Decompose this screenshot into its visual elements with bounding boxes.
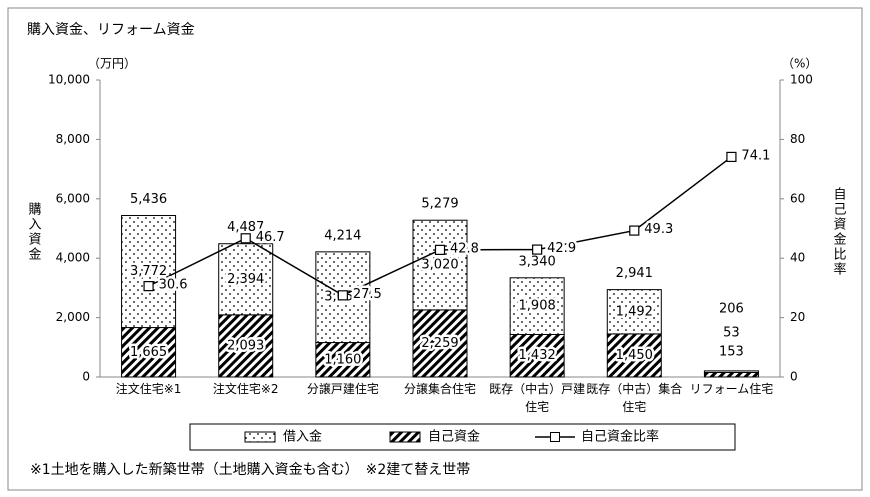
legend-marker bbox=[550, 432, 560, 442]
legend-swatch bbox=[244, 431, 276, 443]
y-tick-label: 8,000 bbox=[56, 132, 90, 146]
legend bbox=[189, 423, 736, 451]
x-tick-label: 注文住宅※1 bbox=[115, 382, 182, 396]
ratio-label: 42.9 bbox=[547, 241, 576, 256]
x-tick-label: リフォーム住宅 bbox=[689, 382, 774, 396]
y-tick-label: 2,000 bbox=[56, 310, 90, 324]
value-label: 3,020 bbox=[421, 258, 458, 273]
ratio-label: 27.5 bbox=[353, 287, 382, 302]
value-label: 1,492 bbox=[616, 304, 653, 319]
total-label: 2,941 bbox=[616, 266, 653, 281]
value-label: 1,160 bbox=[324, 352, 361, 367]
x-tick-label: 分譲戸建住宅 bbox=[306, 382, 379, 396]
value-label: 2,394 bbox=[227, 272, 264, 287]
value-label: 2,093 bbox=[227, 338, 264, 353]
bar-segment bbox=[218, 243, 274, 316]
ratio-marker bbox=[629, 225, 640, 236]
ratio-label: 42.8 bbox=[450, 241, 479, 256]
x-tick-label-box: 分譲集合住宅 bbox=[403, 382, 476, 396]
y2-axis-title: 自己資金比率 bbox=[831, 187, 847, 277]
y2-tick-label: 80 bbox=[790, 132, 805, 146]
y-tick-label: 0 bbox=[82, 370, 90, 384]
y-axis-title: 購入資金 bbox=[26, 202, 42, 262]
ratio-marker bbox=[532, 244, 543, 255]
ratio-label: 49.3 bbox=[644, 222, 673, 237]
ratio-marker bbox=[240, 233, 251, 244]
ratio-label: 74.1 bbox=[741, 148, 770, 163]
ratio-label: 30.6 bbox=[159, 278, 188, 293]
bar-segment bbox=[412, 309, 468, 378]
bar-segment bbox=[412, 219, 468, 311]
x-tick-label-box: 分譲戸建住宅 bbox=[306, 382, 379, 396]
bar-segment bbox=[315, 251, 371, 344]
ratio-label: 46.7 bbox=[256, 230, 285, 245]
bar-segment bbox=[509, 333, 565, 378]
y-unit: （万円） bbox=[88, 57, 136, 71]
value-label: 3,772 bbox=[130, 264, 167, 279]
ratio-marker bbox=[337, 290, 348, 301]
ratio-marker bbox=[726, 151, 737, 163]
bar-segment bbox=[703, 371, 759, 378]
value-label: 1,432 bbox=[519, 348, 556, 363]
bar-segment bbox=[606, 333, 662, 378]
value-label: 1,450 bbox=[616, 348, 653, 363]
legend-label: 自己資金 bbox=[428, 429, 480, 445]
x-tick-label-box: リフォーム住宅 bbox=[689, 382, 774, 396]
ratio-marker bbox=[143, 281, 154, 292]
x-tick-label: 注文住宅※2 bbox=[212, 382, 279, 396]
value-label: 153 bbox=[719, 344, 744, 359]
x-tick-label-box: 既存（中古）集合住宅 bbox=[586, 382, 683, 414]
frame bbox=[7, 7, 863, 491]
chart-title: 購入資金、リフォーム資金 bbox=[27, 22, 195, 38]
value-label: 2,259 bbox=[421, 336, 458, 351]
legend-label: 借入金 bbox=[283, 429, 322, 445]
y-tick-label: 6,000 bbox=[56, 191, 90, 205]
total-label: 206 bbox=[719, 301, 744, 316]
x-tick-label: 分譲集合住宅 bbox=[403, 382, 476, 396]
x-tick-label-box: 既存（中古）戸建住宅 bbox=[489, 382, 586, 414]
y2-tick-label: 100 bbox=[790, 73, 813, 87]
total-label: 4,487 bbox=[227, 220, 264, 235]
bar-segment bbox=[703, 370, 759, 373]
x-tick-label: 既存（中古）戸建住宅 bbox=[489, 382, 586, 414]
total-label: 5,279 bbox=[421, 197, 458, 212]
footnote: ※1土地を購入した新築世帯（土地購入資金も含む） ※2建て替え世帯 bbox=[30, 462, 470, 478]
y-tick-label: 4,000 bbox=[56, 251, 90, 265]
legend-swatch bbox=[389, 431, 421, 443]
value-label: 1,665 bbox=[130, 345, 167, 360]
bar-segment bbox=[606, 289, 662, 335]
ratio-marker bbox=[434, 244, 446, 255]
x-tick-label-box: 注文住宅※2 bbox=[212, 382, 279, 396]
x-tick-label: 既存（中古）集合住宅 bbox=[586, 382, 683, 414]
y2-tick-label: 20 bbox=[790, 310, 805, 324]
total-label: 5,436 bbox=[130, 192, 167, 207]
value-label: 1,908 bbox=[519, 299, 556, 314]
legend-label: 自己資金比率 bbox=[581, 429, 659, 445]
y2-tick-label: 0 bbox=[790, 370, 798, 384]
y-tick-label: 10,000 bbox=[48, 73, 90, 87]
x-tick-label-box: 注文住宅※1 bbox=[115, 382, 182, 396]
total-label: 4,214 bbox=[324, 228, 361, 243]
total-label: 3,340 bbox=[519, 254, 556, 269]
value-label: 53 bbox=[723, 325, 740, 340]
y2-unit: （%） bbox=[782, 57, 817, 71]
y2-tick-label: 60 bbox=[790, 191, 805, 205]
y2-tick-label: 40 bbox=[790, 251, 805, 265]
bar-segment bbox=[509, 277, 565, 335]
bar-segment bbox=[121, 215, 177, 329]
